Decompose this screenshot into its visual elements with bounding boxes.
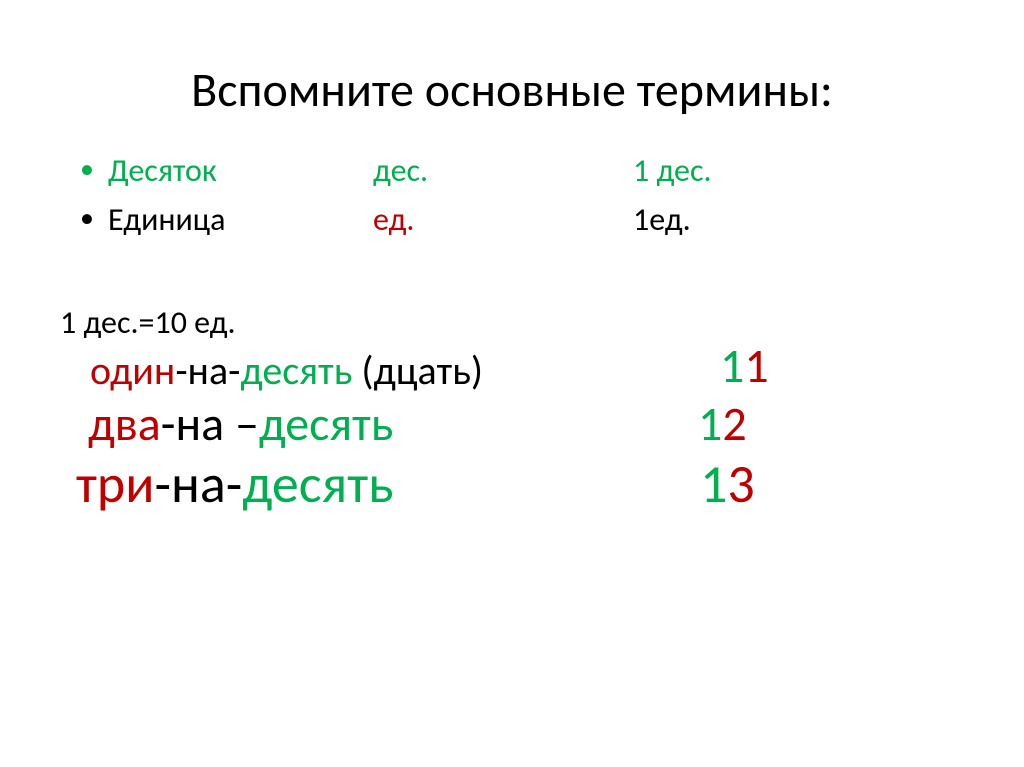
bullet-marker: •	[80, 198, 108, 237]
digit: 1	[700, 451, 727, 517]
digit: 1	[744, 336, 768, 395]
bullet-marker: •	[80, 149, 108, 188]
bullet-term: Десяток	[108, 149, 373, 194]
word-line: два-на –десять 12	[60, 396, 964, 451]
word-fragment: -на –	[161, 394, 259, 453]
word-line: три-на-десять 13	[60, 453, 964, 515]
digit: 2	[722, 394, 746, 453]
word-phrase: три-на-десять	[76, 453, 394, 515]
slide-title: Вспомните основные термины:	[60, 60, 964, 119]
word-phrase: два-на –десять	[88, 396, 393, 451]
digit: 1	[698, 394, 722, 453]
digit: 1	[720, 336, 744, 395]
word-number: 11	[720, 338, 769, 393]
bullet-term: Единица	[108, 198, 373, 243]
word-fragment: -на-	[175, 346, 240, 395]
word-fragment: (дцать)	[352, 346, 483, 395]
bullet-abbr: ед.	[373, 198, 633, 243]
word-number: 13	[700, 453, 755, 515]
word-lines-block: один-на-десять (дцать)11два-на –десять12…	[60, 348, 964, 515]
equation-line: 1 дес.=10 ед.	[60, 303, 964, 342]
bullet-value: 1ед.	[633, 198, 691, 243]
bullet-item: • Десяток дес. 1 дес.	[80, 149, 964, 194]
word-fragment: один	[90, 346, 175, 395]
bullet-item: • Единица ед. 1ед.	[80, 198, 964, 243]
word-fragment: -на-	[154, 451, 242, 517]
word-fragment: десять	[242, 451, 393, 517]
word-line: один-на-десять (дцать)11	[60, 348, 964, 394]
word-fragment: три	[76, 451, 154, 517]
slide: Вспомните основные термины: • Десяток де…	[0, 0, 1024, 767]
word-phrase: один-на-десять (дцать)	[90, 348, 483, 394]
bullet-list: • Десяток дес. 1 дес. • Единица ед. 1ед.	[80, 149, 964, 243]
word-number: 12	[698, 396, 747, 451]
word-fragment: десять	[240, 346, 352, 395]
digit: 3	[727, 451, 754, 517]
word-fragment: два	[88, 394, 161, 453]
bullet-value: 1 дес.	[633, 149, 712, 194]
bullet-abbr: дес.	[373, 149, 633, 194]
word-fragment: десять	[259, 394, 393, 453]
